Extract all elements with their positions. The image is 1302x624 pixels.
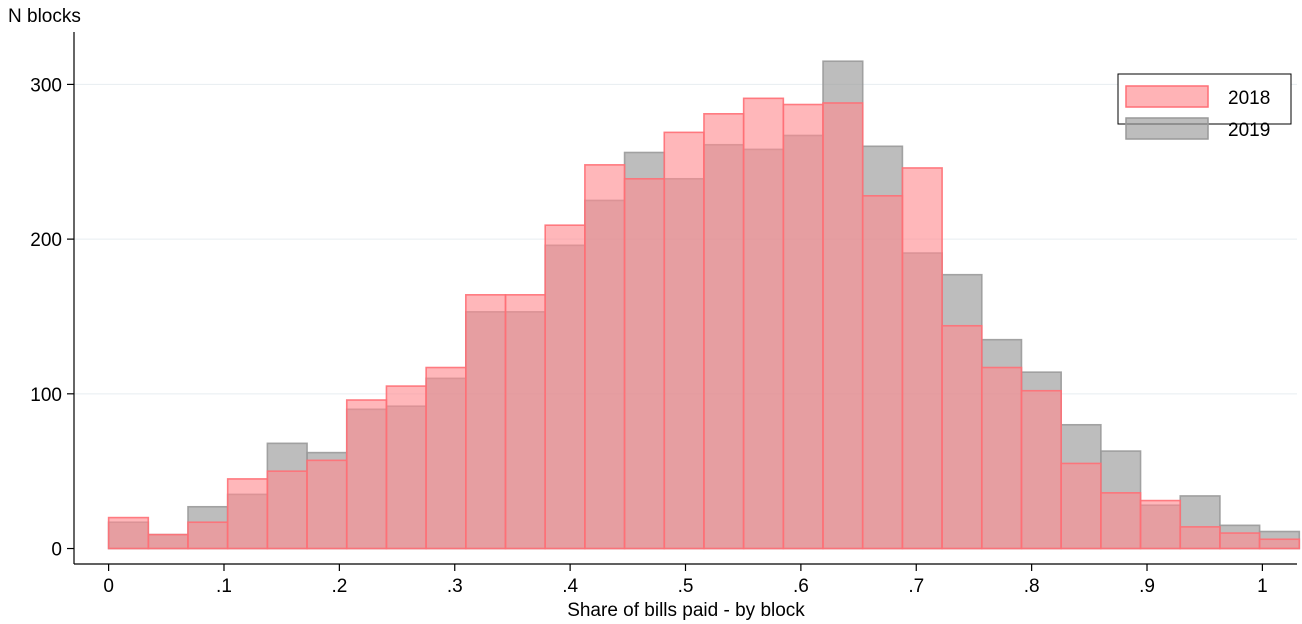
x-tick-label-10: 1 — [1257, 576, 1268, 597]
x-tick-label-4: .4 — [562, 576, 578, 597]
bar-2018-13 — [623, 177, 666, 550]
legend-label-2019: 2019 — [1228, 120, 1270, 141]
bar-2018-2 — [187, 521, 229, 550]
y-tick-label-3: 300 — [30, 75, 62, 96]
bar-2018-8 — [425, 366, 467, 550]
bar-2018-25 — [1100, 492, 1142, 550]
bar-2018-20 — [901, 167, 943, 550]
bars — [107, 60, 1301, 550]
bar-2018-4 — [266, 470, 308, 550]
y-tick-label-1: 100 — [30, 385, 62, 406]
legend-swatch-2019-box — [1125, 117, 1209, 140]
bar-2018-15 — [703, 113, 745, 550]
bar-2018-17 — [782, 103, 824, 550]
bar-2018-22 — [980, 366, 1023, 550]
bar-2018-27 — [1179, 526, 1221, 550]
bar-2018-1 — [147, 533, 189, 550]
x-tick-label-8: .8 — [1024, 576, 1040, 597]
legend-label-2018: 2018 — [1228, 88, 1270, 109]
bar-2018-10 — [504, 294, 547, 550]
x-tick-label-0: 0 — [103, 576, 114, 597]
legend-swatch-2018 — [1125, 85, 1209, 108]
x-tick-label-6: .6 — [793, 576, 809, 597]
bar-2018-16 — [742, 97, 785, 550]
bar-2018-9 — [465, 294, 507, 550]
bar-2018-6 — [345, 399, 388, 550]
bar-2018-26 — [1139, 499, 1182, 550]
bar-2018-7 — [385, 385, 427, 550]
bar-2018-18 — [822, 102, 864, 550]
bar-2018-0 — [107, 516, 150, 550]
bar-2018-14 — [663, 131, 705, 550]
y-tick-label-2: 200 — [30, 230, 62, 251]
x-tick-label-5: .5 — [678, 576, 694, 597]
x-tick-label-9: .9 — [1139, 576, 1155, 597]
x-tick-label-2: .2 — [331, 576, 347, 597]
bar-2018-19 — [861, 195, 904, 550]
x-tick-label-1: .1 — [216, 576, 232, 597]
bar-2018-11 — [544, 224, 586, 550]
y-axis-title: N blocks — [8, 6, 81, 27]
bar-2018-28 — [1219, 532, 1261, 550]
y-tick-label-0: 0 — [51, 540, 62, 561]
bar-2018-3 — [226, 478, 269, 550]
bar-2018-29 — [1258, 538, 1301, 550]
bar-2018-21 — [941, 324, 983, 550]
bar-2018-5 — [306, 459, 348, 550]
x-axis-title: Share of bills paid - by block — [567, 600, 805, 621]
legend: 2018 2019 — [1117, 73, 1292, 141]
x-tick-label-3: .3 — [447, 576, 463, 597]
axes: 0 100 200 300 0 .1 .2 .3 .4 .5 .6 .7 .8 .9 1 — [30, 32, 1297, 597]
bar-2018-23 — [1020, 389, 1062, 550]
bar-2018-24 — [1060, 462, 1102, 550]
bar-2018-12 — [584, 164, 626, 550]
x-tick-label-7: .7 — [908, 576, 924, 597]
